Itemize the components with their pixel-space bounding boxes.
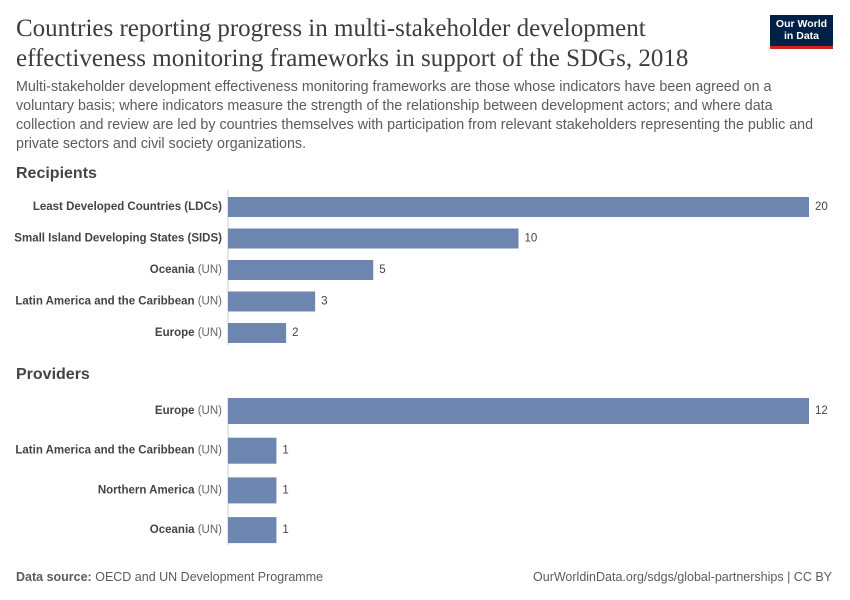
source-text: OECD and UN Development Programme [95,570,324,584]
value-label: 12 [815,405,828,417]
category-suffix: (UN) [195,327,223,339]
logo[interactable]: Our World in Data [770,15,833,49]
bar [228,398,809,424]
category-label: Latin America and the Caribbean (UN) [15,445,222,457]
category-name: Northern America [98,484,195,496]
category-name: Oceania [150,524,195,536]
bar [228,323,287,343]
category-name: Europe [155,405,195,417]
source: Data source: OECD and UN Development Pro… [16,570,323,584]
category-name: Small Island Developing States (SIDS) [14,233,222,245]
category-label: Europe (UN) [155,327,222,339]
category-suffix: (UN) [195,524,223,536]
category-label: Least Developed Countries (LDCs) [33,201,222,213]
category-label: Oceania (UN) [150,264,222,276]
category-suffix: (UN) [195,264,223,276]
bar [228,437,277,464]
value-label: 1 [282,484,288,496]
category-suffix: (UN) [195,405,223,417]
value-label: 10 [525,233,538,245]
bar [228,291,316,312]
category-name: Europe [155,327,195,339]
category-name: Latin America and the Caribbean [15,296,194,308]
bar [228,477,277,504]
source-label: Data source: [16,570,92,584]
facet-title: Recipients [16,165,97,182]
value-label: 2 [292,327,298,339]
bar [228,260,374,280]
bar [228,228,519,249]
category-name: Least Developed Countries (LDCs) [33,201,222,213]
value-label: 20 [815,201,828,213]
value-label: 1 [282,524,288,536]
bar [228,197,809,217]
value-label: 5 [379,264,385,276]
title: Countries reporting progress in multi-st… [16,15,689,72]
category-name: Oceania [150,264,195,276]
category-suffix: (UN) [195,296,223,308]
chart: Recipients Least Developed Countries (LDC… [14,165,828,545]
category-label: Latin America and the Caribbean (UN) [15,296,222,308]
category-label: Oceania (UN) [150,524,222,536]
facet-title: Providers [16,366,90,383]
bar [228,517,277,544]
value-label: 3 [321,296,327,308]
category-label: Small Island Developing States (SIDS) [14,233,222,245]
category-label: Northern America (UN) [98,484,222,496]
category-label: Europe (UN) [155,405,222,417]
url[interactable]: OurWorldinData.org/sdgs/global-partnersh… [533,570,832,584]
category-name: Latin America and the Caribbean [15,445,194,457]
value-label: 1 [282,445,288,457]
subtitle: Multi-stakeholder development effectiven… [16,79,814,152]
category-suffix: (UN) [195,445,223,457]
category-suffix: (UN) [195,484,223,496]
